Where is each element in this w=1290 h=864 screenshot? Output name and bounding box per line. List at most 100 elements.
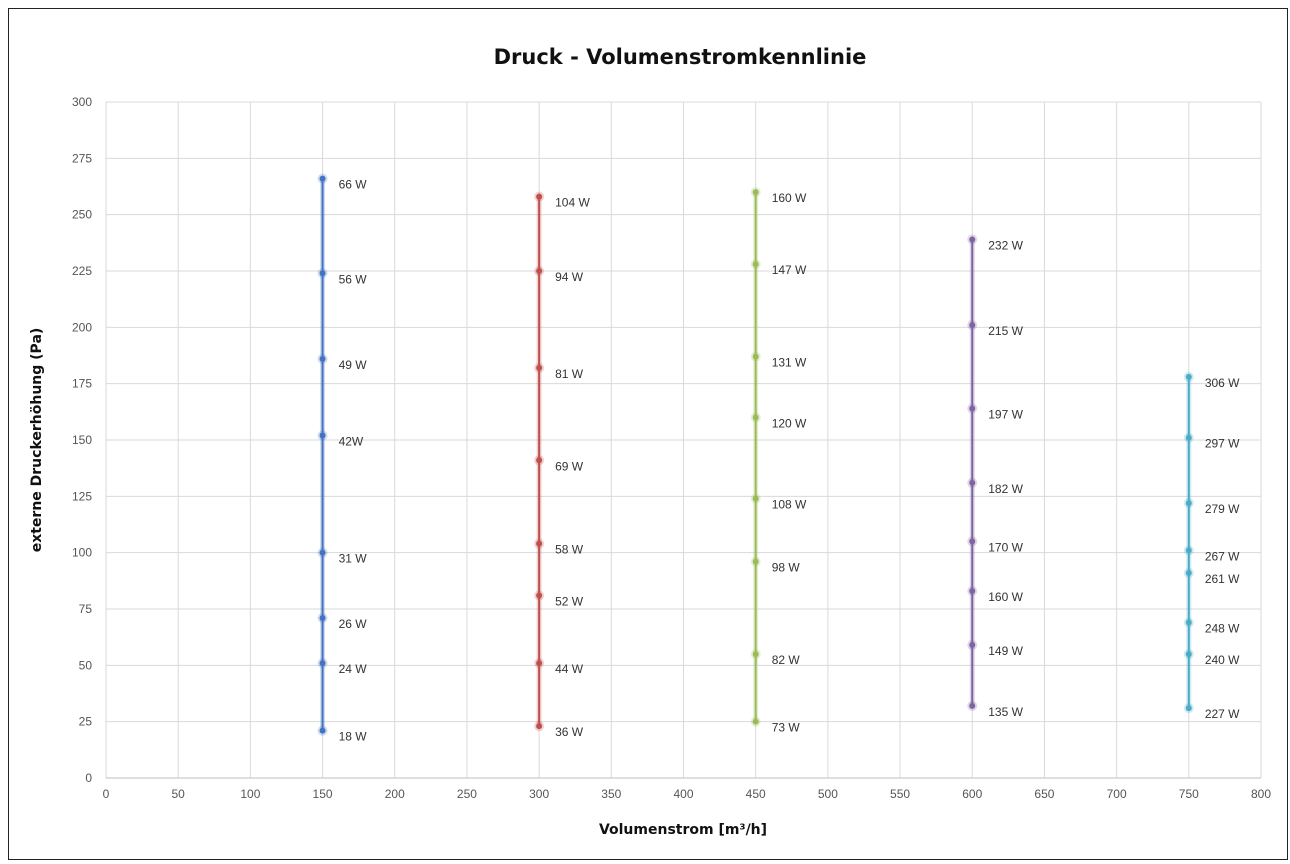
data-point: [319, 615, 326, 622]
y-tick-label: 200: [72, 320, 92, 334]
data-point: [319, 727, 326, 734]
data-label: 279 W: [1205, 502, 1240, 516]
data-label: 98 W: [772, 561, 801, 575]
data-label: 49 W: [339, 358, 368, 372]
data-label: 131 W: [772, 356, 807, 370]
x-tick-label: 750: [1179, 787, 1199, 801]
data-label: 56 W: [339, 272, 368, 286]
y-tick-label: 175: [72, 377, 92, 391]
chart-title: Druck - Volumenstromkennlinie: [494, 45, 867, 69]
x-tick-label: 700: [1107, 787, 1127, 801]
data-label: 69 W: [555, 459, 584, 473]
data-label: 261 W: [1205, 572, 1240, 586]
y-tick-label: 300: [72, 95, 92, 109]
data-label: 58 W: [555, 543, 584, 557]
data-point: [752, 189, 759, 196]
data-point: [536, 268, 543, 274]
data-point: [969, 479, 976, 486]
data-point: [536, 540, 543, 547]
y-tick-label: 225: [72, 264, 92, 278]
x-tick-label: 500: [818, 787, 838, 801]
data-label: 104 W: [555, 196, 590, 210]
x-tick-label: 0: [103, 787, 110, 801]
y-axis-title: externe Druckerhöhung (Pa): [29, 328, 45, 553]
y-tick-label: 25: [79, 715, 93, 729]
x-tick-label: 650: [1034, 787, 1054, 801]
data-label: 42W: [339, 434, 364, 448]
data-label: 248 W: [1205, 622, 1240, 636]
x-tick-label: 150: [313, 787, 333, 801]
data-label: 160 W: [988, 590, 1023, 604]
series-300: 104 W 94 W 81 W 69 W 58 W 52 W 44 W 36 W: [534, 191, 590, 739]
data-point: [1185, 547, 1192, 554]
series-600: 232 W 215 W 197 W 182 W 170 W 160 W 149 W 135 W: [967, 234, 1024, 719]
data-label: 197 W: [988, 407, 1023, 421]
y-tick-label: 0: [85, 771, 92, 785]
x-tick-label: 400: [673, 787, 693, 801]
x-tick-label: 250: [457, 787, 477, 801]
data-point: [969, 702, 976, 709]
series-150: 66 W 56 W 49 W 42W 31 W 26 W 24 W 18 W: [317, 173, 368, 744]
data-label: 182 W: [988, 482, 1023, 496]
data-point: [752, 261, 759, 268]
data-label: 170 W: [988, 540, 1023, 554]
data-label: 108 W: [772, 498, 807, 512]
data-label: 31 W: [339, 552, 368, 566]
data-point: [969, 587, 976, 594]
data-point: [1185, 569, 1192, 576]
data-label: 81 W: [555, 367, 584, 381]
data-label: 26 W: [339, 617, 368, 631]
x-tick-label: 350: [601, 787, 621, 801]
data-label: 135 W: [988, 705, 1023, 719]
grid: [105, 101, 1262, 779]
data-label: 44 W: [555, 662, 584, 676]
series-450: 160 W 147 W 131 W 120 W 108 W 98 W 82 W 73 W: [750, 187, 807, 735]
data-label: 18 W: [339, 730, 368, 744]
data-point: [536, 457, 543, 464]
data-point: [1185, 651, 1192, 658]
data-point: [752, 558, 759, 565]
data-point: [1185, 705, 1192, 712]
data-label: 297 W: [1205, 437, 1240, 451]
data-point: [319, 355, 326, 362]
data-point: [752, 353, 759, 360]
x-axis-title: Volumenstrom [m³/h]: [599, 822, 767, 838]
y-tick-label: 250: [72, 208, 92, 222]
y-tick-label: 50: [79, 658, 93, 672]
data-label: 73 W: [772, 721, 801, 735]
x-tick-label: 800: [1251, 787, 1271, 801]
data-point: [1185, 500, 1192, 507]
y-tick-label: 275: [72, 151, 92, 165]
data-label: 120 W: [772, 416, 807, 430]
data-point: [752, 718, 759, 725]
data-point: [752, 651, 759, 658]
data-point: [319, 660, 326, 667]
data-point: [319, 175, 326, 182]
data-point: [319, 270, 326, 277]
data-label: 267 W: [1205, 549, 1240, 563]
data-point: [1185, 434, 1192, 441]
series-layer: 66 W 56 W 49 W 42W 31 W 26 W 24 W 18 W 104 W 94 W…: [317, 173, 1240, 744]
data-label: 94 W: [555, 270, 584, 284]
data-point: [319, 432, 326, 439]
data-point: [752, 414, 759, 421]
x-tick-label: 300: [529, 787, 549, 801]
data-point: [1185, 373, 1192, 380]
x-tick-label: 600: [962, 787, 982, 801]
data-point: [536, 592, 543, 599]
data-label: 240 W: [1205, 653, 1240, 667]
series-750: 306 W 297 W 279 W 267 W 261 W 248 W 240 W 227 W: [1183, 371, 1240, 721]
x-tick-label: 200: [385, 787, 405, 801]
data-point: [1185, 619, 1192, 626]
data-point: [536, 723, 543, 730]
y-tick-label: 75: [79, 602, 93, 616]
data-label: 36 W: [555, 725, 584, 739]
data-label: 52 W: [555, 594, 584, 608]
data-label: 147 W: [772, 263, 807, 277]
data-point: [969, 642, 976, 649]
x-tick-label: 50: [172, 787, 186, 801]
data-label: 24 W: [339, 662, 368, 676]
data-point: [969, 236, 976, 243]
data-label: 306 W: [1205, 376, 1240, 390]
